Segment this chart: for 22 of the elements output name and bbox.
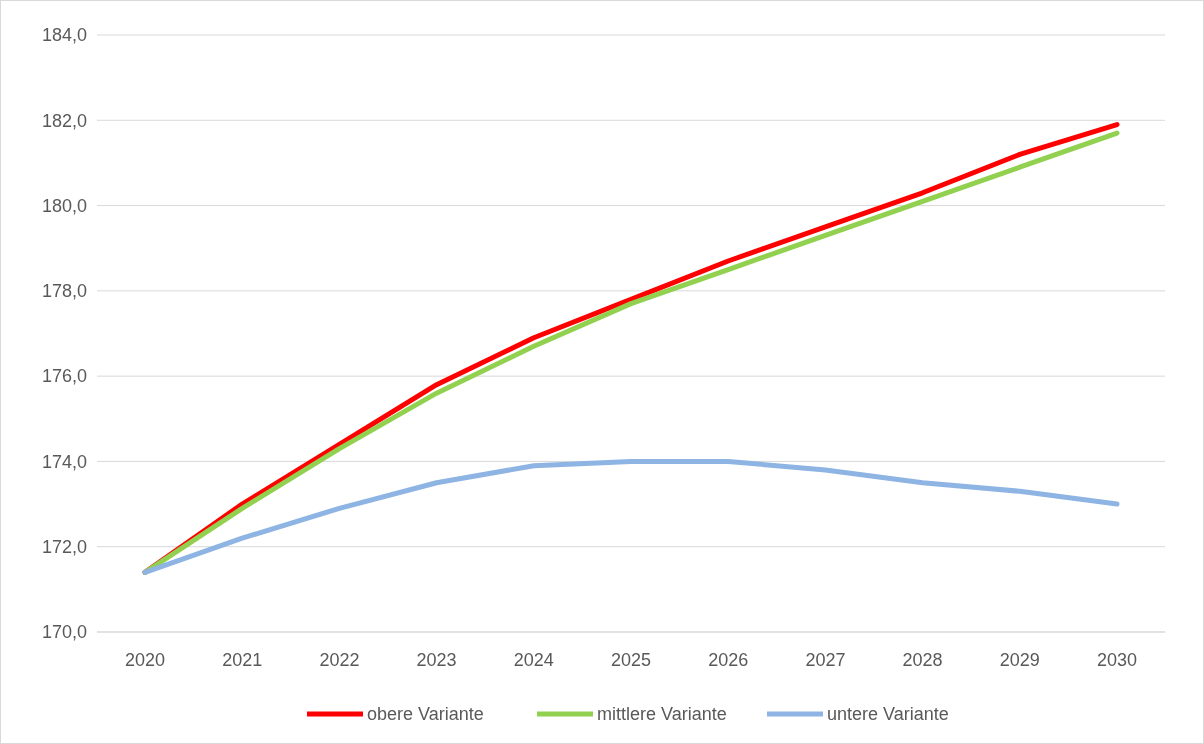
x-tick-label: 2029 <box>999 650 1040 670</box>
legend-label: untere Variante <box>827 704 949 725</box>
legend-label: obere Variante <box>367 704 484 725</box>
y-tick-label: 174,0 <box>41 451 87 472</box>
x-tick-label: 2021 <box>222 650 263 670</box>
x-tick-label: 2026 <box>708 650 749 670</box>
y-tick-label: 172,0 <box>41 537 87 558</box>
y-tick-label: 176,0 <box>41 366 87 387</box>
y-tick-label: 182,0 <box>41 110 87 131</box>
x-tick-label: 2022 <box>319 650 360 670</box>
y-tick-label: 170,0 <box>41 622 87 643</box>
legend-label: mittlere Variante <box>597 704 727 725</box>
x-tick-label: 2023 <box>416 650 457 670</box>
y-tick-label: 180,0 <box>41 195 87 216</box>
y-tick-label: 178,0 <box>41 281 87 302</box>
x-tick-label: 2027 <box>805 650 846 670</box>
x-tick-label: 2030 <box>1096 650 1138 670</box>
x-tick-label: 2025 <box>610 650 652 670</box>
x-tick-label: 2024 <box>513 650 554 670</box>
y-tick-label: 184,0 <box>41 25 87 46</box>
x-tick-label: 2020 <box>124 650 166 670</box>
x-tick-label: 2028 <box>902 650 943 670</box>
